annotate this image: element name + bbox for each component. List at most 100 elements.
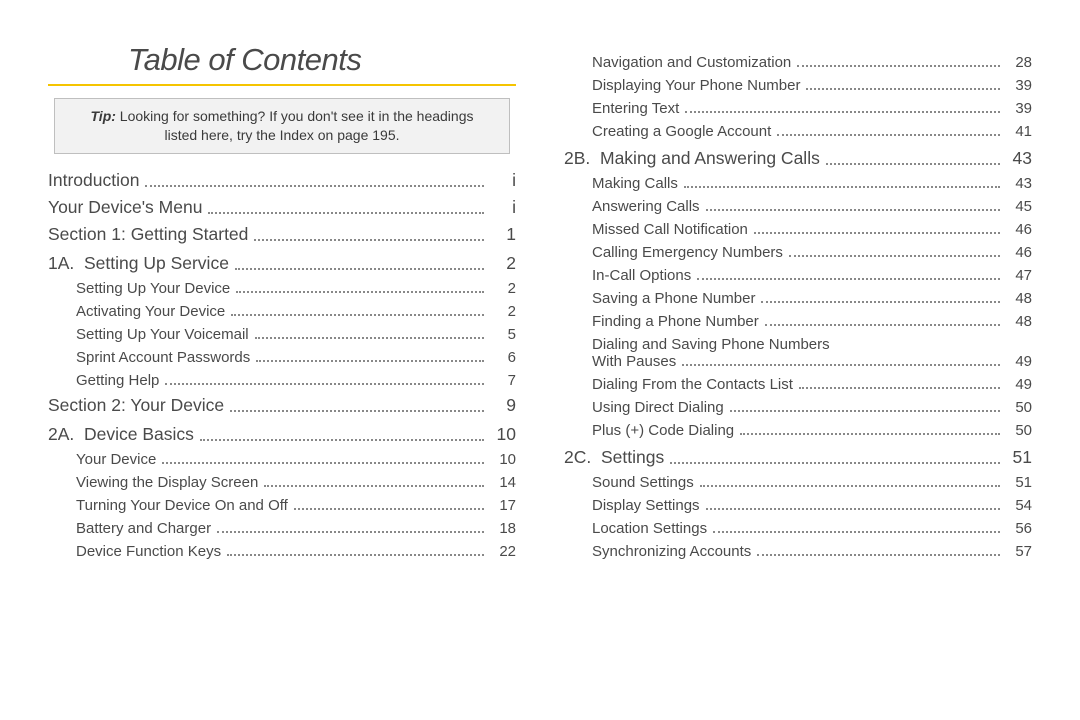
toc-entry-label: 1A. Setting Up Service — [48, 253, 229, 274]
toc-subentry[interactable]: Sound Settings 51 — [564, 474, 1032, 491]
toc-dots — [754, 232, 1000, 234]
toc-entry[interactable]: With Pauses49 — [564, 353, 1032, 370]
toc-subentry[interactable]: Saving a Phone Number48 — [564, 290, 1032, 307]
toc-subentry[interactable]: Battery and Charger18 — [48, 520, 516, 537]
toc-subentry[interactable]: Plus (+) Code Dialing50 — [564, 422, 1032, 439]
toc-entry-label: Entering Text — [592, 100, 679, 117]
toc-subentry[interactable]: Synchronizing Accounts57 — [564, 543, 1032, 560]
toc-entry-label: Introduction — [48, 170, 139, 191]
toc-entry-page: 10 — [490, 451, 516, 468]
toc-entry-page: 51 — [1006, 474, 1032, 491]
toc-entry-page: 51 — [1006, 447, 1032, 468]
toc-dots — [697, 278, 1000, 280]
toc-entry-label: Answering Calls — [592, 198, 700, 215]
toc-subentry[interactable]: Setting Up Your Device 2 — [48, 280, 516, 297]
toc-subentry[interactable]: Viewing the Display Screen 14 — [48, 474, 516, 491]
toc-subentry[interactable]: Getting Help 7 — [48, 372, 516, 389]
toc-entry-page: 54 — [1006, 497, 1032, 514]
toc-dots — [200, 439, 484, 441]
toc-subentry[interactable]: Turning Your Device On and Off17 — [48, 497, 516, 514]
toc-subentry[interactable]: Sprint Account Passwords6 — [48, 349, 516, 366]
toc-top-entry[interactable]: Section 1: Getting Started 1 — [48, 224, 516, 245]
toc-subentry[interactable]: Activating Your Device2 — [48, 303, 516, 320]
toc-subentry[interactable]: Displaying Your Phone Number39 — [564, 77, 1032, 94]
toc-dots — [826, 163, 1000, 165]
toc-subentry[interactable]: Answering Calls 45 — [564, 198, 1032, 215]
toc-dots — [256, 360, 484, 362]
toc-entry-page: 18 — [490, 520, 516, 537]
toc-subentry[interactable]: Location Settings56 — [564, 520, 1032, 537]
toc-right-list: Navigation and Customization28 Displaying… — [564, 52, 1032, 566]
toc-entry-page: 14 — [490, 474, 516, 491]
toc-subentry[interactable]: Making Calls 43 — [564, 175, 1032, 192]
right-column: Navigation and Customization28 Displaying… — [564, 34, 1032, 690]
toc-entry-label: Making Calls — [592, 175, 678, 192]
toc-dots — [231, 314, 484, 316]
toc-subentry[interactable]: Setting Up Your Voicemail5 — [48, 326, 516, 343]
toc-entry-page: 28 — [1006, 54, 1032, 71]
toc-entry-label: Viewing the Display Screen — [76, 474, 258, 491]
toc-entry-page: 10 — [490, 424, 516, 445]
toc-section[interactable]: 2A. Device Basics10 — [48, 424, 516, 445]
toc-subentry[interactable]: Dialing From the Contacts List49 — [564, 376, 1032, 393]
toc-subentry[interactable]: In-Call Options47 — [564, 267, 1032, 284]
toc-dots — [254, 239, 484, 241]
toc-entry-page: 43 — [1006, 175, 1032, 192]
toc-subentry[interactable]: Device Function Keys22 — [48, 543, 516, 560]
toc-entry-label: With Pauses — [592, 353, 676, 370]
toc-entry-page: 1 — [490, 224, 516, 245]
toc-entry-label: Setting Up Your Device — [76, 280, 230, 297]
toc-subentry[interactable]: Missed Call Notification46 — [564, 221, 1032, 238]
toc-dots — [740, 433, 1000, 435]
toc-entry-page: 50 — [1006, 399, 1032, 416]
toc-entry-label: Device Function Keys — [76, 543, 221, 560]
toc-dots — [730, 410, 1000, 412]
toc-entry-label: 2B. Making and Answering Calls — [564, 148, 820, 169]
toc-entry-label: Using Direct Dialing — [592, 399, 724, 416]
toc-dots — [706, 508, 1000, 510]
toc-entry-page: 56 — [1006, 520, 1032, 537]
toc-dots — [145, 185, 484, 187]
toc-dots — [765, 324, 1000, 326]
toc-entry-label: Creating a Google Account — [592, 123, 771, 140]
toc-dots — [162, 462, 484, 464]
toc-top-entry[interactable]: Your Device's Menui — [48, 197, 516, 218]
toc-entry-label: Activating Your Device — [76, 303, 225, 320]
toc-entry-page: 17 — [490, 497, 516, 514]
toc-subentry[interactable]: Navigation and Customization28 — [564, 54, 1032, 71]
toc-subentry[interactable]: Using Direct Dialing 50 — [564, 399, 1032, 416]
toc-entry-page: 41 — [1006, 123, 1032, 140]
toc-dots — [230, 410, 484, 412]
toc-entry-page: 6 — [490, 349, 516, 366]
toc-section[interactable]: 1A. Setting Up Service2 — [48, 253, 516, 274]
toc-top-entry[interactable]: Section 2: Your Device9 — [48, 395, 516, 416]
toc-subentry[interactable]: Your Device10 — [48, 451, 516, 468]
toc-entry-prefix: Dialing and Saving Phone Numbers — [564, 336, 1032, 353]
toc-entry-label: Sound Settings — [592, 474, 694, 491]
toc-dots — [255, 337, 484, 339]
toc-subentry[interactable]: Creating a Google Account 41 — [564, 123, 1032, 140]
toc-dots — [777, 134, 1000, 136]
toc-entry-label: Display Settings — [592, 497, 700, 514]
toc-entry-page: 5 — [490, 326, 516, 343]
toc-dots — [789, 255, 1000, 257]
toc-entry-label: Calling Emergency Numbers — [592, 244, 783, 261]
toc-entry-page: 2 — [490, 280, 516, 297]
toc-section[interactable]: 2B. Making and Answering Calls43 — [564, 148, 1032, 169]
toc-subentry[interactable]: Finding a Phone Number48 — [564, 313, 1032, 330]
toc-top-entry[interactable]: Introductioni — [48, 170, 516, 191]
toc-subentry[interactable]: Entering Text 39 — [564, 100, 1032, 117]
toc-entry-label: Getting Help — [76, 372, 159, 389]
toc-entry-page: 45 — [1006, 198, 1032, 215]
toc-entry-page: 7 — [490, 372, 516, 389]
toc-entry-page: 39 — [1006, 100, 1032, 117]
toc-subentry[interactable]: Display Settings 54 — [564, 497, 1032, 514]
toc-entry-label: Section 1: Getting Started — [48, 224, 248, 245]
toc-dots — [670, 462, 1000, 464]
tip-box: Tip: Looking for something? If you don't… — [54, 98, 510, 154]
toc-dots — [217, 531, 484, 533]
toc-subentry[interactable]: Calling Emergency Numbers46 — [564, 244, 1032, 261]
toc-section[interactable]: 2C. Settings 51 — [564, 447, 1032, 468]
toc-entry-label: Displaying Your Phone Number — [592, 77, 800, 94]
toc-entry-label: 2C. Settings — [564, 447, 664, 468]
